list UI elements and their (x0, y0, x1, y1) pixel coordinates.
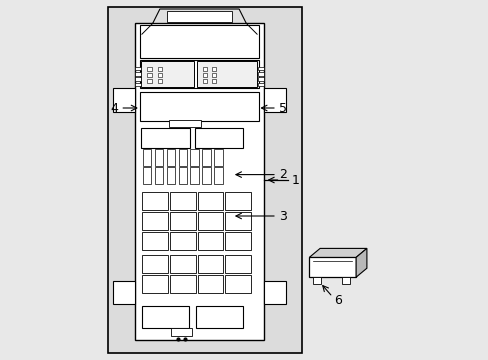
Bar (167, 11, 231, 22)
Bar (197, 275, 223, 293)
Bar (140, 25, 258, 58)
Polygon shape (309, 248, 366, 257)
Bar (190, 149, 199, 166)
Bar (142, 306, 188, 328)
Bar (212, 79, 216, 83)
Bar (203, 79, 207, 83)
Bar (166, 167, 175, 184)
Text: 5: 5 (278, 102, 286, 114)
Bar (147, 79, 151, 83)
Bar (203, 73, 207, 77)
Bar (341, 277, 349, 284)
Bar (264, 88, 285, 112)
Polygon shape (152, 9, 246, 23)
Bar (197, 232, 223, 250)
Bar (141, 61, 194, 87)
Bar (214, 167, 222, 184)
Bar (257, 77, 264, 81)
Bar (196, 306, 242, 328)
Bar (202, 167, 210, 184)
Bar (203, 67, 207, 71)
Bar (134, 83, 141, 86)
Bar (202, 149, 210, 166)
Bar (142, 212, 167, 230)
Bar (178, 167, 186, 184)
Bar (170, 232, 195, 250)
Bar (197, 192, 223, 210)
Bar (309, 257, 355, 277)
Bar (170, 275, 195, 293)
Bar (225, 192, 250, 210)
Text: 3: 3 (278, 210, 286, 222)
Bar (166, 149, 175, 166)
Bar (212, 73, 216, 77)
Text: 1: 1 (291, 174, 299, 186)
Bar (214, 149, 222, 166)
Bar (142, 167, 151, 184)
Bar (134, 23, 264, 340)
Bar (178, 149, 186, 166)
Bar (257, 83, 264, 86)
Bar (158, 73, 162, 77)
Bar (190, 167, 199, 184)
Bar (113, 281, 134, 304)
Bar (197, 212, 223, 230)
Bar (142, 255, 167, 273)
Text: 2: 2 (278, 168, 286, 181)
Bar (155, 149, 163, 166)
Text: 6: 6 (333, 294, 341, 307)
Bar (155, 167, 163, 184)
Bar (168, 120, 201, 127)
Bar (147, 73, 151, 77)
Bar (142, 149, 151, 166)
Bar (140, 92, 258, 121)
Bar (134, 67, 141, 70)
Bar (170, 192, 195, 210)
Bar (134, 72, 141, 76)
Polygon shape (355, 248, 366, 277)
Bar (212, 67, 216, 71)
Bar (197, 255, 223, 273)
Bar (142, 275, 167, 293)
Bar (158, 79, 162, 83)
Bar (141, 128, 189, 148)
Bar (134, 77, 141, 81)
Bar (107, 7, 302, 353)
Bar (113, 88, 134, 112)
Bar (158, 67, 162, 71)
Bar (225, 275, 250, 293)
Bar (140, 60, 258, 88)
Bar (257, 72, 264, 76)
Bar (194, 128, 243, 148)
Bar (225, 232, 250, 250)
Text: 4: 4 (110, 102, 118, 114)
Bar (170, 255, 195, 273)
Bar (312, 277, 320, 284)
Bar (142, 232, 167, 250)
Bar (170, 328, 192, 336)
Bar (225, 212, 250, 230)
Bar (225, 255, 250, 273)
Bar (197, 61, 257, 87)
Bar (142, 192, 167, 210)
Bar (170, 212, 195, 230)
Bar (147, 67, 151, 71)
Bar (257, 67, 264, 70)
Bar (264, 281, 285, 304)
